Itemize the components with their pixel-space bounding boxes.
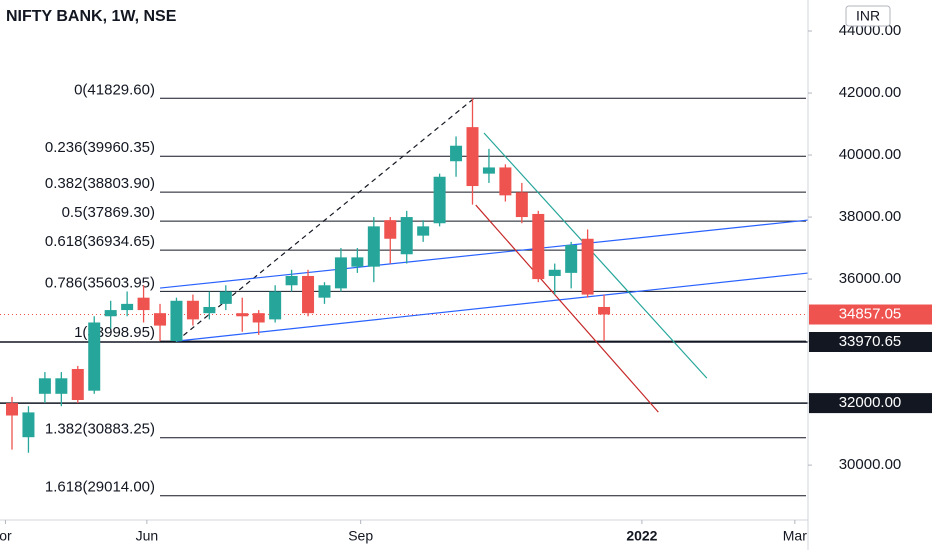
- candle-body: [38, 378, 51, 394]
- candle-body: [252, 313, 265, 323]
- candle-body: [154, 313, 167, 326]
- fib-label: 0.382(38803.90): [45, 175, 155, 192]
- candle-body: [466, 127, 479, 187]
- candle-body: [482, 167, 495, 174]
- axes: 30000.0032000.0034000.0036000.0038000.00…: [0, 22, 932, 544]
- candle-body: [170, 300, 183, 342]
- candle-body: [88, 322, 101, 391]
- candle-body: [137, 297, 150, 311]
- candle-body: [351, 257, 364, 267]
- candle-body: [515, 192, 528, 218]
- fib-label: 0(41829.60): [74, 81, 155, 98]
- x-tick-label: 2022: [626, 528, 657, 544]
- y-tick-label: 38000.00: [839, 208, 902, 225]
- candle-body: [203, 306, 216, 314]
- candle-body: [499, 167, 512, 196]
- candle-body: [104, 310, 117, 317]
- y-tick-label: 30000.00: [839, 456, 902, 473]
- trend-line: [475, 204, 659, 413]
- candle-body: [334, 257, 347, 289]
- fib-label: 0.786(35603.95): [45, 274, 155, 291]
- candle-body: [219, 291, 232, 304]
- candle-body: [384, 220, 397, 239]
- chart-title: NIFTY BANK, 1W, NSE: [6, 8, 177, 25]
- candle-body: [532, 213, 545, 280]
- x-tick-label: Sep: [348, 528, 373, 544]
- trend-line: [176, 272, 808, 342]
- candle-body: [450, 145, 463, 162]
- candle-body: [186, 300, 199, 320]
- price-badge-label: 33970.65: [839, 333, 902, 350]
- y-tick-label: 40000.00: [839, 146, 902, 163]
- candle-body: [22, 412, 35, 438]
- candle-body: [71, 368, 84, 400]
- price-badge-label: 32000.00: [839, 394, 902, 411]
- x-tick-label: Jun: [136, 528, 159, 544]
- fib-label: 1(33998.95): [74, 324, 155, 341]
- fib-label: 0.5(37869.30): [62, 204, 155, 221]
- candle-body: [302, 275, 315, 314]
- candle-body: [400, 217, 413, 255]
- fib-label: 1.382(30883.25): [45, 421, 155, 438]
- candle-body: [55, 378, 68, 394]
- plot-area: 0(41829.60) 0.236(39960.35) 0.382(38803.90…: [0, 81, 808, 497]
- candle-body: [598, 306, 611, 315]
- candle-body: [581, 238, 594, 295]
- candle-body: [269, 291, 282, 320]
- currency: INR: [856, 8, 880, 24]
- y-tick-label: 36000.00: [839, 270, 902, 287]
- candle-body: [548, 269, 561, 276]
- trend-line: [159, 219, 808, 289]
- candle-body: [565, 244, 578, 273]
- fib-label: 1.618(29014.00): [45, 479, 155, 496]
- price-badge: [809, 331, 932, 352]
- x-tick-label: or: [0, 528, 12, 544]
- last-price-label: 34857.05: [839, 305, 902, 322]
- candle-body: [121, 303, 134, 311]
- last-price-badge: [809, 304, 932, 325]
- y-tick-label: 42000.00: [839, 84, 902, 101]
- candle-body: [433, 176, 446, 224]
- trend-line: [483, 132, 708, 379]
- price-badge: [809, 393, 932, 414]
- fib-label: 0.618(36934.65): [45, 233, 155, 250]
- candle-body: [318, 285, 331, 298]
- fib-label: 0.236(39960.35): [45, 139, 155, 156]
- candle-body: [236, 313, 249, 317]
- candle-body: [6, 403, 19, 416]
- x-tick-label: Mar: [783, 528, 807, 544]
- candle-body: [417, 226, 430, 236]
- candle-body: [367, 226, 380, 267]
- candle-body: [285, 275, 298, 286]
- currency-box[interactable]: [845, 5, 891, 27]
